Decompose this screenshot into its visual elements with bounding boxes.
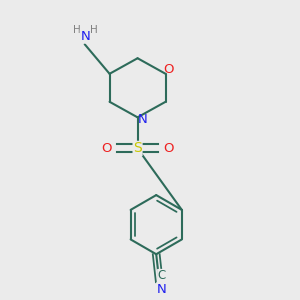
Text: C: C xyxy=(158,269,166,283)
Text: N: N xyxy=(157,283,167,296)
Text: H: H xyxy=(89,25,97,34)
Text: S: S xyxy=(133,141,142,155)
Text: O: O xyxy=(164,63,174,76)
Text: N: N xyxy=(80,30,90,43)
Text: H: H xyxy=(73,25,81,34)
Text: N: N xyxy=(137,113,147,126)
Text: O: O xyxy=(164,142,174,155)
Text: O: O xyxy=(101,142,112,155)
